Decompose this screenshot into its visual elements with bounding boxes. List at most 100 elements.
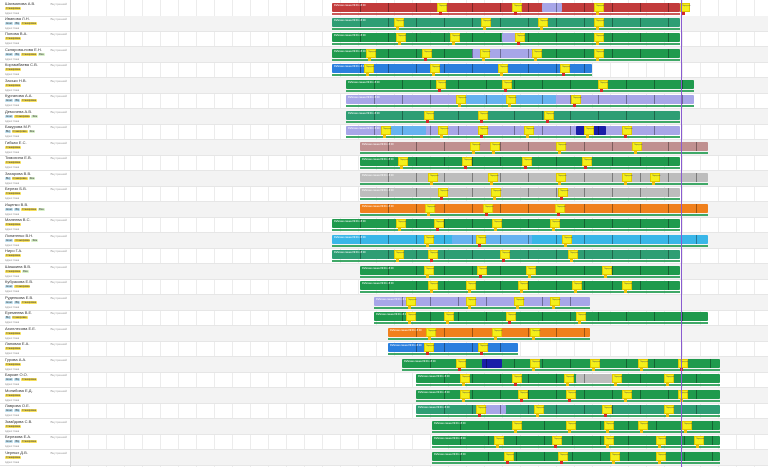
employee-row[interactable]: Змайдова С.В. Внутренний Стажировка Адрес: …	[0, 419, 70, 435]
break-block[interactable]: Перерыв	[430, 64, 440, 73]
activity-block[interactable]	[476, 405, 506, 414]
shift-bar[interactable]: Рабочая смена 09:00-18:00	[388, 343, 518, 352]
break-block[interactable]: Перерыв	[571, 95, 581, 104]
employee-row[interactable]: Бакурова М.Р. Внутренний ВЦ Стажировка Фин Ад…	[0, 124, 70, 140]
break-block[interactable]: Перерыв	[664, 374, 674, 383]
break-block[interactable]: Перерыв	[560, 64, 570, 73]
break-block[interactable]: Перерыв	[610, 452, 620, 461]
break-block[interactable]: Перерыв	[512, 421, 522, 430]
break-block[interactable]: Перерыв	[436, 80, 446, 89]
break-block[interactable]: Перерыв	[555, 204, 565, 213]
break-block[interactable]: Перерыв	[490, 142, 500, 151]
break-block[interactable]: Перерыв	[552, 436, 562, 445]
break-block[interactable]: Перерыв	[398, 157, 408, 166]
break-block[interactable]: Перерыв	[438, 126, 448, 135]
employee-row[interactable]: Ахиллесова Е.Е. Внутренний Стажировка Адрес…	[0, 326, 70, 342]
employee-row[interactable]: Захарова В.В. Внутренний ВЦ Стажировка Фин Ад…	[0, 171, 70, 187]
shift-bar[interactable]: Рабочая смена 09:00-18:00	[374, 297, 590, 306]
employee-row[interactable]: Гибкая Е.С. Внутренний Стажировка Адрес: Ки…	[0, 140, 70, 156]
schedule-timeline[interactable]: Рабочая смена 09:00-18:00 Перерыв Перерыв П…	[70, 0, 768, 467]
break-block[interactable]: Перерыв	[492, 328, 502, 337]
break-block[interactable]: Перерыв	[491, 188, 501, 197]
break-block[interactable]: Перерыв	[406, 312, 416, 321]
activity-block[interactable]	[576, 374, 616, 383]
break-block[interactable]: Перерыв	[530, 328, 540, 337]
employee-row[interactable]: Демочева А.В. Внутренний Агент Стажировка Фи…	[0, 109, 70, 125]
break-block[interactable]: Перерыв	[566, 421, 576, 430]
break-block[interactable]: Перерыв	[494, 436, 504, 445]
break-block[interactable]: Перерыв	[426, 328, 436, 337]
shift-bar[interactable]: Рабочая смена 09:00-18:00	[360, 204, 708, 213]
shift-bar[interactable]: Рабочая смена 09:00-18:00	[432, 452, 720, 461]
break-block[interactable]: Перерыв	[582, 157, 592, 166]
break-block[interactable]: Перерыв	[466, 297, 476, 306]
shift-bar[interactable]: Рабочая смена 09:00-18:00	[332, 64, 592, 73]
shift-bar[interactable]: Рабочая смена 09:00-18:00	[332, 3, 680, 12]
break-block[interactable]: Перерыв	[480, 49, 490, 58]
shift-bar[interactable]: Рабочая смена 09:00-18:00	[402, 359, 720, 368]
employee-row[interactable]: Тимохина Е.В. Внутренний Стажировка Адрес: …	[0, 155, 70, 171]
break-block[interactable]: Перерыв	[506, 312, 516, 321]
break-block[interactable]: Перерыв	[515, 33, 525, 42]
employee-row[interactable]: Попова В.А. Внутренний Стажировка Адрес: Ки…	[0, 31, 70, 47]
break-block[interactable]: Перерыв	[622, 173, 632, 182]
employee-row[interactable]: Малеева В.С. Внутренний Стажировка Адрес: К…	[0, 217, 70, 233]
break-block[interactable]: Перерыв	[564, 374, 574, 383]
break-block[interactable]: Перерыв	[632, 142, 642, 151]
shift-bar[interactable]: Рабочая смена 09:00-18:00	[346, 111, 680, 120]
break-block[interactable]: Перерыв	[512, 3, 522, 12]
shift-bar[interactable]: Рабочая смена 09:00-18:00	[360, 142, 708, 151]
employee-row[interactable]: Шахманова А.В. Внутренний Стажировка Адрес:…	[0, 1, 70, 17]
shift-bar[interactable]: Рабочая смена 09:00-18:00	[416, 405, 720, 414]
employee-row[interactable]: Лановая Е.А. Внутренний Стажировка Адрес: К…	[0, 341, 70, 357]
break-block[interactable]: Перерыв	[532, 49, 542, 58]
shift-bar[interactable]: Рабочая смена 09:00-18:00	[346, 80, 694, 89]
break-block[interactable]: Перерыв	[434, 219, 444, 228]
break-block[interactable]: Перерыв	[534, 405, 544, 414]
break-block[interactable]: Перерыв	[476, 235, 486, 244]
break-block[interactable]: Перерыв	[396, 219, 406, 228]
employee-row[interactable]: Склярова-нова Е.Н. Внутренний Агент ВЦ Стажи…	[0, 47, 70, 63]
break-block[interactable]: Перерыв	[518, 281, 528, 290]
employee-row[interactable]: Березо Б.В. Внутренний Стажировка Адрес: Ки…	[0, 186, 70, 202]
employee-row[interactable]: Черных Д.В. Внутренний Стажировка Адрес: Ки…	[0, 450, 70, 466]
break-block[interactable]: Перерыв	[456, 95, 466, 104]
shift-bar[interactable]: Рабочая смена 09:00-18:00	[332, 18, 680, 27]
employee-row[interactable]: Коргамбаева С.В. Внутренний Стажировка Адре…	[0, 62, 70, 78]
break-block[interactable]: Перерыв	[462, 157, 472, 166]
break-block[interactable]: Перерыв	[566, 390, 576, 399]
break-block[interactable]: Перерыв	[483, 204, 493, 213]
break-block[interactable]: Перерыв	[502, 80, 512, 89]
break-block[interactable]: Перерыв	[364, 64, 374, 73]
break-block[interactable]: Перерыв	[478, 126, 488, 135]
break-block[interactable]: Перерыв	[477, 266, 487, 275]
break-block[interactable]: Перерыв	[476, 405, 486, 414]
break-block[interactable]: Перерыв	[422, 49, 432, 58]
break-block[interactable]: Перерыв	[522, 157, 532, 166]
break-block[interactable]: Перерыв	[558, 452, 568, 461]
break-block[interactable]: Перерыв	[406, 297, 416, 306]
shift-bar[interactable]: Рабочая смена 09:00-18:00	[360, 266, 680, 275]
employee-row[interactable]: Лопатенко В.Н. Внутренний Агент Стажировка Ф…	[0, 233, 70, 249]
break-block[interactable]: Перерыв	[425, 204, 435, 213]
break-block[interactable]: Перерыв	[594, 49, 604, 58]
break-block[interactable]: Перерыв	[682, 421, 692, 430]
break-block[interactable]: Перерыв	[572, 281, 582, 290]
employee-row[interactable]: Лаврова О.Е. Агент ВЦ Стажировка Адрес: Киев	[0, 403, 70, 419]
shift-bar[interactable]: Рабочая смена 09:00-18:00	[432, 421, 720, 430]
activity-block[interactable]	[542, 3, 562, 12]
employee-row[interactable]: Ниро Г.А. Внутренний Стажировка Адрес: Киев	[0, 248, 70, 264]
break-block[interactable]: Перерыв	[424, 111, 434, 120]
break-block[interactable]: Перерыв	[450, 33, 460, 42]
break-block[interactable]: Перерыв	[394, 250, 404, 259]
break-block[interactable]: Перерыв	[524, 126, 534, 135]
break-block[interactable]: Перерыв	[428, 281, 438, 290]
break-block[interactable]: Перерыв	[562, 235, 572, 244]
break-block[interactable]: Перерыв	[514, 297, 524, 306]
break-block[interactable]: Перерыв	[444, 312, 454, 321]
break-block[interactable]: Перерыв	[612, 374, 622, 383]
break-block[interactable]: Перерыв	[622, 390, 632, 399]
break-block[interactable]: Перерыв	[366, 49, 376, 58]
break-block[interactable]: Перерыв	[594, 3, 604, 12]
activity-block[interactable]	[452, 235, 532, 244]
